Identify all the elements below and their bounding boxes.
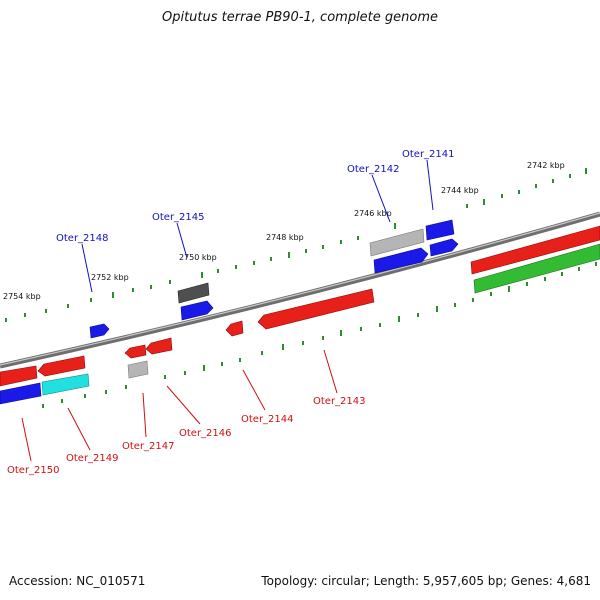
gene-label-oter-2147[interactable]: Oter_2147 <box>122 441 175 452</box>
scale-label-2750: 2750 kbp <box>179 253 217 262</box>
gene-label-oter-2146[interactable]: Oter_2146 <box>179 428 232 439</box>
scale-label-2748: 2748 kbp <box>266 233 304 242</box>
scale-label-2744: 2744 kbp <box>441 186 479 195</box>
gene-label-oter-2145[interactable]: Oter_2145 <box>152 212 205 223</box>
label-leaders <box>21 159 434 462</box>
gene-label-oter-2143[interactable]: Oter_2143 <box>313 396 366 407</box>
genome-summary: Topology: circular; Length: 5,957,605 bp… <box>261 574 591 588</box>
genome-backbone <box>0 211 600 369</box>
gene-oter-2150-red <box>0 365 38 387</box>
gene-oter-2141-arrow <box>425 219 455 241</box>
gene-oter-2141b-arrow <box>429 238 459 257</box>
gene-label-oter-2150[interactable]: Oter_2150 <box>7 465 60 476</box>
scale-label-2754: 2754 kbp <box>3 292 41 301</box>
gene-green-large-right <box>473 243 600 294</box>
gene-oter-2149-red <box>37 355 86 377</box>
gene-label-oter-2144[interactable]: Oter_2144 <box>241 414 294 425</box>
gene-oter-2143-red <box>257 288 375 330</box>
gene-oter-2147-red <box>124 344 147 359</box>
gene-oter-2146-red <box>145 337 173 355</box>
gene-oter-2145-arrow <box>180 300 214 321</box>
outer-genes <box>89 219 600 339</box>
gene-oter-2149-cyan <box>41 373 90 396</box>
gene-label-oter-2149[interactable]: Oter_2149 <box>66 453 119 464</box>
gene-oter-2148-arrow <box>89 323 110 339</box>
scale-label-2742: 2742 kbp <box>527 161 565 170</box>
scale-label-2746: 2746 kbp <box>354 209 392 218</box>
gene-label-oter-2148[interactable]: Oter_2148 <box>56 233 109 244</box>
gene-oter-2147-rna <box>127 360 149 379</box>
gene-oter-2142-arrow <box>373 247 429 274</box>
inner-tick-ring <box>42 262 597 408</box>
gene-label-oter-2141[interactable]: Oter_2141 <box>402 149 455 160</box>
scale-label-2752: 2752 kbp <box>91 273 129 282</box>
accession-text: Accession: NC_010571 <box>9 574 146 588</box>
gene-oter-2142-rna <box>369 228 425 257</box>
gene-red-large-right <box>470 225 600 275</box>
inner-genes <box>0 288 375 405</box>
outer-tick-ring <box>5 168 587 322</box>
gene-oter-2145-rna <box>177 282 210 304</box>
genome-backbone-highlight <box>0 212 600 366</box>
genome-title: Opitutus terrae PB90-1, complete genome <box>161 10 439 25</box>
gene-oter-2144-red <box>225 320 244 337</box>
gene-label-oter-2142[interactable]: Oter_2142 <box>347 164 400 175</box>
gene-oter-2150-blue <box>0 382 42 405</box>
